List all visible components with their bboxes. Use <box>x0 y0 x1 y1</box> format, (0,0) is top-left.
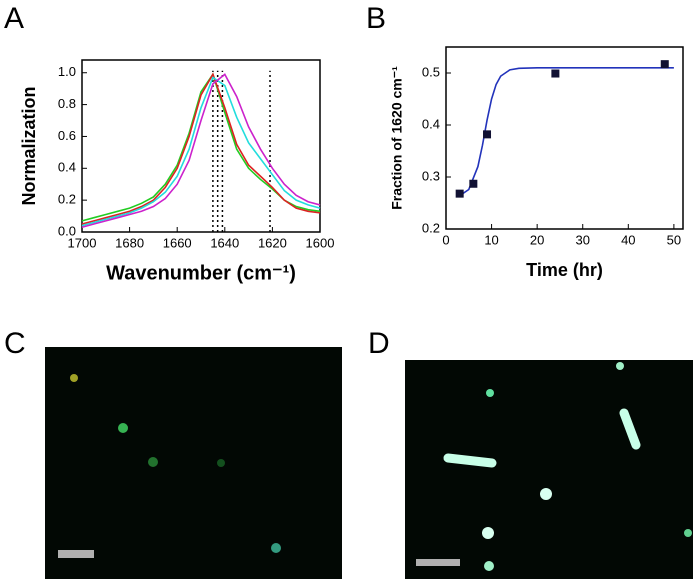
x-tick-label: 1600 <box>306 235 335 250</box>
x-tick-label: 1620 <box>258 235 287 250</box>
y-tick-label: 0.2 <box>422 220 440 235</box>
x-axis-label: Wavenumber (cm⁻¹) <box>106 262 296 284</box>
y-axis-label: Fraction of 1620 cm⁻¹ <box>389 66 405 210</box>
y-tick-label: 0.4 <box>422 116 440 131</box>
x-tick-label: 40 <box>621 232 635 247</box>
plot-frame <box>81 59 321 233</box>
x-tick-label: 1700 <box>68 235 97 250</box>
panel-letter: C <box>4 327 26 360</box>
spectrum-line <box>81 72 321 225</box>
plot-frame <box>445 46 684 230</box>
data-point <box>483 130 492 139</box>
x-tick-label: 1660 <box>163 235 192 250</box>
data-point <box>455 189 464 198</box>
data-point <box>660 60 669 69</box>
micrograph-d <box>405 360 693 579</box>
x-tick-label: 0 <box>442 232 449 247</box>
x-tick-label: 50 <box>667 232 681 247</box>
x-tick-label: 1680 <box>115 235 144 250</box>
data-point <box>551 69 560 78</box>
y-tick-label: 0.0 <box>58 223 76 238</box>
x-tick-label: 20 <box>530 232 544 247</box>
data-point <box>469 179 478 188</box>
spectrum-line <box>81 73 321 228</box>
x-axis-label: Time (hr) <box>526 260 603 280</box>
panel-letter: B <box>366 2 386 35</box>
y-tick-label: 0.3 <box>422 168 440 183</box>
panel-letter: A <box>4 2 24 35</box>
y-tick-label: 1.0 <box>58 64 76 79</box>
y-tick-label: 0.2 <box>58 192 76 207</box>
x-tick-label: 1640 <box>210 235 239 250</box>
x-tick-label: 10 <box>484 232 498 247</box>
y-tick-label: 0.8 <box>58 96 76 111</box>
y-tick-label: 0.4 <box>58 160 76 175</box>
spectrum-line <box>81 76 321 227</box>
y-tick-label: 0.6 <box>58 128 76 143</box>
x-tick-label: 30 <box>575 232 589 247</box>
y-axis-label: Normalization <box>19 86 39 205</box>
panel-letter: D <box>368 327 390 360</box>
micrograph-c <box>45 347 342 579</box>
fit-line <box>459 67 674 197</box>
y-tick-label: 0.5 <box>422 64 440 79</box>
